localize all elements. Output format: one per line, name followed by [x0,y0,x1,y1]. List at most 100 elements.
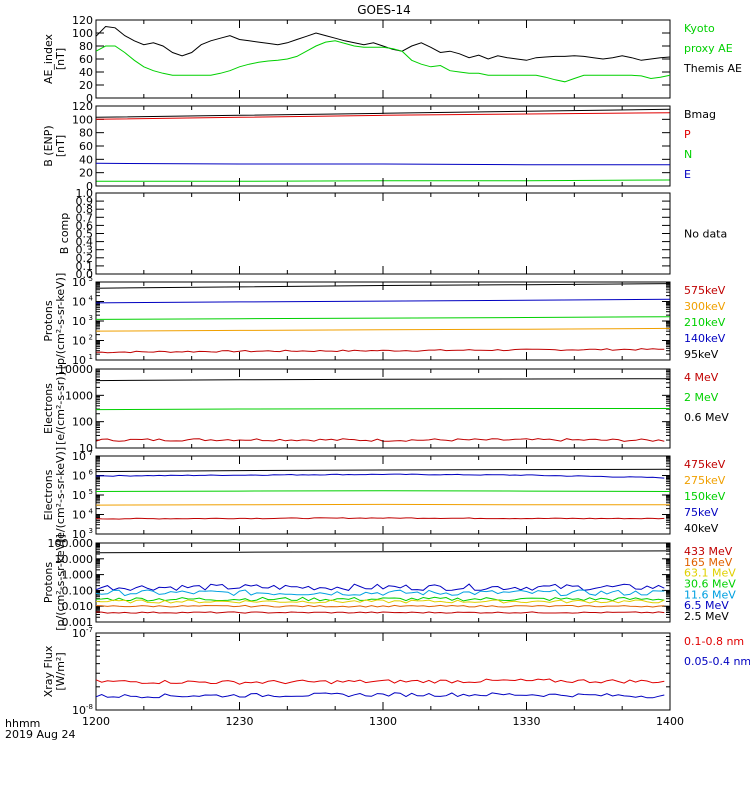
y-axis-title: [W/m²] [54,652,67,690]
y-tick-label: 10 [72,470,86,483]
y-tick-exponent: 7 [89,449,93,457]
panel-frame [95,192,671,275]
y-axis-title: B (ENP) [42,125,55,166]
footer-hhmm: hhmm [5,717,40,730]
legend-entry: 2.5 MeV [684,610,729,623]
y-axis-title: [nT] [54,135,67,157]
legend-entry: 150keV [684,490,726,503]
y-axis-title: B comp [58,213,71,255]
y-tick-exponent: 4 [89,508,94,516]
legend-entry: 0.05-0.4 nm [684,655,750,668]
legend-entry: 475keV [684,458,726,471]
y-tick-label: 0.9 [76,195,94,208]
y-axis-title: [e/(cm²-s-sr)] [54,372,67,445]
y-tick-label: 10 [72,704,86,717]
series-line-2-mev [95,408,670,411]
y-tick-label: 10 [72,276,86,289]
panel-frame [95,542,671,623]
y-tick-exponent: 1 [89,353,93,361]
panel-frame [95,19,671,99]
footer-date: 2019 Aug 24 [5,728,75,741]
y-tick-label: 100 [72,113,93,126]
legend-entry: 75keV [684,506,719,519]
legend-entry: 165 MeV [684,556,733,569]
y-tick-label: 0.6 [76,219,94,232]
y-tick-label: 0.4 [76,236,94,249]
y-tick-label: 10 [72,450,86,463]
legend-entry: 275keV [684,474,726,487]
y-axis-title: [p/(cm²-s-sr-keV)] [54,534,67,631]
series-line-150kev [95,490,671,492]
y-tick-label: 0.7 [76,211,94,224]
series-line-2-5-mev [95,550,671,554]
y-tick-label: 40 [79,153,93,166]
y-tick-label: 10.000 [55,553,94,566]
y-tick-exponent: 2 [89,334,93,342]
y-tick-label: 10 [72,335,86,348]
panel-frame [95,281,671,361]
x-tick-label: 1400 [656,715,684,728]
y-tick-label: 40 [79,66,93,79]
y-tick-label: 20 [79,167,93,180]
legend-entry: 575keV [684,284,726,297]
legend-entry: N [684,148,692,161]
legend-entry: 40keV [684,522,719,535]
y-tick-label: 1.0 [76,187,94,200]
series-line-140kev [95,298,671,304]
y-tick-label: 0 [86,92,93,105]
y-tick-label: 0.010 [62,600,94,613]
legend-entry: 140keV [684,332,726,345]
plot-title: GOES-14 [357,3,411,17]
series-line-475kev [95,517,665,520]
y-tick-exponent: 3 [89,314,93,322]
y-tick-label: 10 [72,627,86,640]
legend-entry: 95keV [684,348,719,361]
series-line-e [95,162,670,166]
legend-entry: 63.1 MeV [684,567,736,580]
y-tick-label: 10 [72,296,86,309]
y-axis-title: Protons [42,562,55,603]
y-axis-title: Protons [42,300,55,341]
y-tick-exponent: -8 [86,703,93,711]
y-tick-label: 10 [72,489,86,502]
y-tick-exponent: 5 [89,275,93,283]
y-tick-label: 10 [72,528,86,541]
series-line-210kev [95,316,671,320]
y-tick-exponent: 3 [89,527,93,535]
time-axis: 1200 1230 1300 1330 1400 [82,715,684,728]
y-tick-label: 10 [72,509,86,522]
series-line-40kev [95,468,671,473]
legend-entry: proxy AE [684,42,733,55]
y-tick-label: 10 [72,354,86,367]
y-tick-exponent: 4 [89,295,94,303]
y-tick-label: 120 [72,14,93,27]
series-line-0-05-0-4-nm [95,692,665,699]
series-line-6-5-mev [95,583,665,591]
y-tick-exponent: 5 [89,488,93,496]
legend-entry: 6.5 MeV [684,599,729,612]
legend-entry: No data [684,228,727,241]
y-tick-label: 120 [72,100,93,113]
series-line-433-mev [95,611,665,614]
series-line-p [95,112,671,120]
series-line-4-mev [95,438,665,442]
y-axis-title: Electrons [42,383,55,434]
legend-entry: 300keV [684,300,726,313]
y-tick-label: 100 [72,27,93,40]
x-tick-label: 1330 [513,715,541,728]
y-tick-label: 20 [79,79,93,92]
y-tick-label: 80 [79,40,93,53]
y-axis-title: Xray Flux [42,645,55,697]
y-tick-label: 10 [79,442,93,455]
legend-entry: E [684,168,691,181]
legend-entry: 2 MeV [684,391,719,404]
legend-entry: 4 MeV [684,371,719,384]
series-line-275kev [95,503,670,506]
y-tick-label: 60 [79,140,93,153]
series-line-themis-ae [95,25,671,61]
